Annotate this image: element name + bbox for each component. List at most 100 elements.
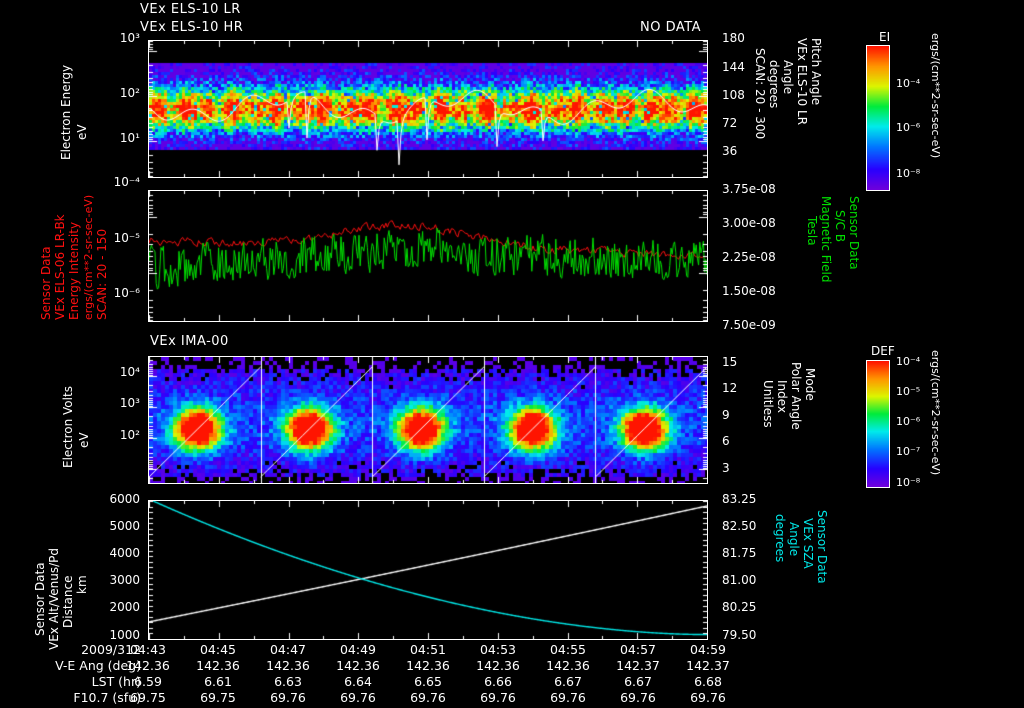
table-cell-2-2: 6.63 <box>274 674 302 689</box>
table-time-1: 04:45 <box>199 642 237 657</box>
table-time-7: 04:57 <box>619 642 657 657</box>
table-cell-1-5: 142.36 <box>476 658 520 673</box>
table-time-4: 04:51 <box>409 642 447 657</box>
panel3-rytick-3: 6 <box>722 434 730 448</box>
table-time-0: 04:43 <box>129 642 167 657</box>
panel2-left-axis-l1: Sensor Data <box>39 246 53 320</box>
panel3-left-axis-l1: Electron Volts <box>61 386 75 468</box>
panel1-cbtick-0: 10⁻⁴ <box>896 77 921 90</box>
panel3-rytick-2: 9 <box>722 408 730 422</box>
table-cell-2-6: 6.67 <box>554 674 582 689</box>
table-cell-3-3: 69.76 <box>340 690 376 705</box>
table-row-label-0: 2009/312 <box>81 642 141 657</box>
table-cell-1-0: 142.36 <box>126 658 170 673</box>
panel-els-spectrogram[interactable] <box>148 40 708 178</box>
panel4-left-axis-l3: Distance <box>61 575 75 628</box>
table-cell-2-3: 6.64 <box>344 674 372 689</box>
table-cell-1-7: 142.37 <box>616 658 660 673</box>
panel4-ytick-4: 2000 <box>109 600 140 614</box>
table-cell-3-0: 69.75 <box>130 690 166 705</box>
panel3-cbtick-1: 10⁻⁵ <box>896 385 921 398</box>
panel-altitude-sza[interactable] <box>148 500 708 640</box>
panel1-rytick-4: 36 <box>722 144 738 158</box>
panel4-rytick-5: 79.50 <box>722 628 757 642</box>
table-cell-3-8: 69.76 <box>690 690 726 705</box>
panel4-ytick-1: 5000 <box>109 519 140 533</box>
panel1-rytick-3: 72 <box>722 116 738 130</box>
panel4-ytick-5: 1000 <box>109 628 140 642</box>
table-cell-1-4: 142.36 <box>406 658 450 673</box>
table-cell-2-8: 6.68 <box>694 674 722 689</box>
bottom-table: 2009/312 V-E Ang (deg) LST (hr) F10.7 (sfu)… <box>0 642 1024 708</box>
panel1-colorbar[interactable] <box>866 45 890 191</box>
panel3-cbtick-0: 10⁻⁴ <box>896 355 921 368</box>
panel1-right-axis-l1: Pitch Angle <box>809 38 823 106</box>
table-cell-1-2: 142.36 <box>266 658 310 673</box>
table-cell-2-5: 6.66 <box>484 674 512 689</box>
panel3-ytick-1: 10³ <box>119 396 140 410</box>
panel2-right-axis-l1: Sensor Data <box>847 196 861 270</box>
table-time-6: 04:55 <box>549 642 587 657</box>
table-cell-1-8: 142.37 <box>686 658 730 673</box>
panel1-title-lr: VEx ELS-10 LR <box>140 2 241 17</box>
table-cell-1-1: 142.36 <box>196 658 240 673</box>
table-time-2: 04:47 <box>269 642 307 657</box>
panel3-rytick-1: 12 <box>722 381 738 395</box>
panel3-rytick-4: 3 <box>722 461 730 475</box>
table-cell-1-6: 142.36 <box>546 658 590 673</box>
panel4-right-axis-l1: Sensor Data <box>815 510 829 584</box>
panel4-right-axis-l2: VEx SZA <box>801 518 815 569</box>
panel3-right-axis-l2: Polar Angle <box>789 362 803 430</box>
panel3-ytick-0: 10⁴ <box>119 365 140 379</box>
table-row-label-2: LST (hr) <box>91 674 141 689</box>
panel3-right-axis-l1: Mode <box>803 368 817 401</box>
panel1-rytick-0: 180 <box>722 31 745 45</box>
panel1-colorbar-units: ergs/(cm**2-sr-sec-eV) <box>929 33 942 159</box>
panel2-rytick-0: 3.75e-08 <box>722 182 776 196</box>
panel2-right-axis-l2: S/C B <box>833 210 847 243</box>
panel-intensity-bfield[interactable] <box>148 190 708 322</box>
panel2-rytick-1: 3.00e-08 <box>722 216 776 230</box>
panel1-right-axis-l3: Angle <box>781 60 795 95</box>
panel4-rytick-1: 82.50 <box>722 519 757 533</box>
panel1-cbtick-1: 10⁻⁶ <box>896 121 921 134</box>
panel1-cbtick-2: 10⁻⁸ <box>896 167 921 180</box>
table-time-3: 04:49 <box>339 642 377 657</box>
panel4-rytick-0: 83.25 <box>722 492 757 506</box>
panel1-left-axis-label: Electron Energy <box>59 64 73 160</box>
panel2-ytick-1: 10⁻⁵ <box>113 231 140 245</box>
panel1-rytick-2: 108 <box>722 88 745 102</box>
panel-ima-spectrogram[interactable] <box>148 356 708 484</box>
panel2-ytick-0: 10⁻⁴ <box>113 175 140 189</box>
panel4-rytick-3: 81.00 <box>722 573 757 587</box>
panel4-right-axis-l4: degrees <box>773 514 787 563</box>
panel1-left-axis-line1: Electron Energy <box>59 64 73 160</box>
panel4-rytick-2: 81.75 <box>722 546 757 560</box>
panel1-left-axis-line2: eV <box>75 124 89 140</box>
panel3-colorbar-units: ergs/(cm**2-sr-sec-eV) <box>929 350 942 476</box>
table-cell-2-1: 6.61 <box>204 674 232 689</box>
panel4-ytick-2: 4000 <box>109 546 140 560</box>
table-time-5: 04:53 <box>479 642 517 657</box>
table-cell-3-1: 69.75 <box>200 690 236 705</box>
panel3-cbtick-2: 10⁻⁶ <box>896 415 921 428</box>
table-cell-1-3: 142.36 <box>336 658 380 673</box>
table-cell-3-7: 69.76 <box>620 690 656 705</box>
table-row-label-1: V-E Ang (deg) <box>55 658 141 673</box>
panel1-colorbar-title: EI <box>879 30 891 44</box>
panel1-right-axis-l4: degrees <box>767 60 781 109</box>
table-cell-3-5: 69.76 <box>480 690 516 705</box>
panel1-no-data-note: NO DATA <box>640 20 702 35</box>
panel3-title: VEx IMA-00 <box>150 334 229 349</box>
panel3-colorbar[interactable] <box>866 360 890 488</box>
panel1-ytick-1: 10² <box>119 86 140 100</box>
panel3-right-axis-l3: Index <box>775 380 789 414</box>
panel3-cbtick-3: 10⁻⁷ <box>896 445 921 458</box>
panel2-ytick-2: 10⁻⁶ <box>113 286 140 300</box>
panel4-left-axis-l2: VEx Alt/Venus/Pd <box>47 547 61 650</box>
panel1-right-axis-l5: SCAN: 20 - 300 <box>753 48 767 140</box>
panel1-ytick-0: 10³ <box>119 31 140 45</box>
panel3-cbtick-4: 10⁻⁸ <box>896 476 921 489</box>
panel2-left-axis-l4: ergs/(cm**2-sr-sec-eV) <box>82 194 95 320</box>
